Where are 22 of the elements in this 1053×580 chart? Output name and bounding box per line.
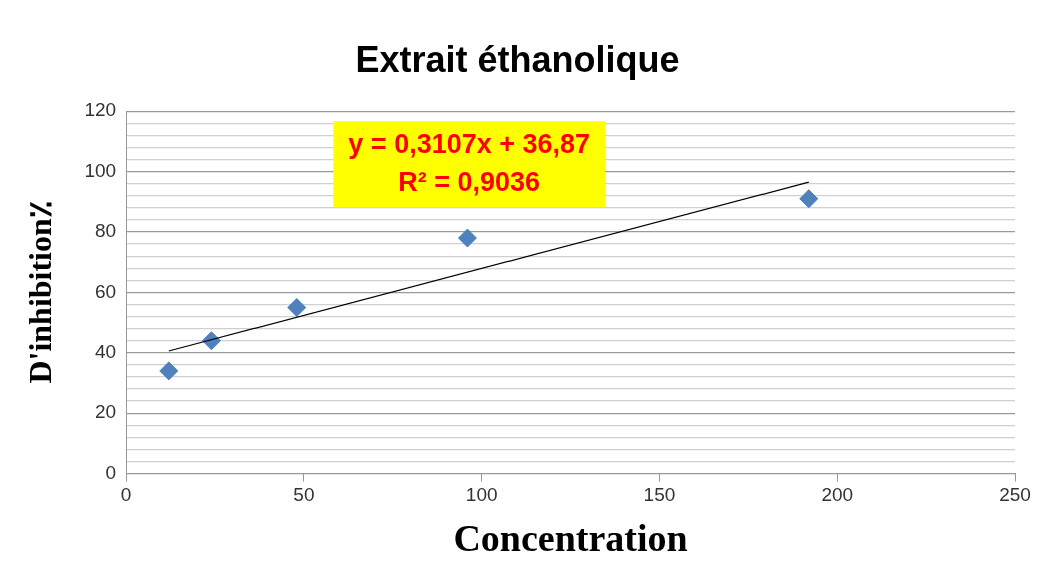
chart-title: Extrait éthanolique xyxy=(355,38,680,80)
x-tick-label: 250 xyxy=(999,484,1031,506)
y-tick-label: 100 xyxy=(84,159,117,181)
point xyxy=(287,298,307,317)
point xyxy=(799,189,819,209)
y-tick-label: 40 xyxy=(94,341,117,363)
x-tick-label: 0 xyxy=(120,484,132,506)
x-axis-title: Concentration xyxy=(453,517,688,560)
y-tick-label: 0 xyxy=(105,461,117,483)
x-tick-label: 200 xyxy=(821,484,854,506)
annotation: y = 0,3107x + 36,87 xyxy=(348,128,591,159)
x-tick-label: 100 xyxy=(465,484,498,506)
y-tick-label: 120 xyxy=(84,99,117,121)
y-tick-label: 80 xyxy=(94,220,117,242)
x-tick-label: 50 xyxy=(293,484,315,506)
y-axis-title: D'inhibition٪ xyxy=(22,201,59,384)
point xyxy=(457,228,477,248)
annotation: R² = 0,9036 xyxy=(398,166,541,197)
y-tick-label: 60 xyxy=(94,280,117,302)
y-tick-label: 20 xyxy=(94,401,117,423)
point xyxy=(159,361,179,381)
x-tick-label: 150 xyxy=(643,484,676,506)
